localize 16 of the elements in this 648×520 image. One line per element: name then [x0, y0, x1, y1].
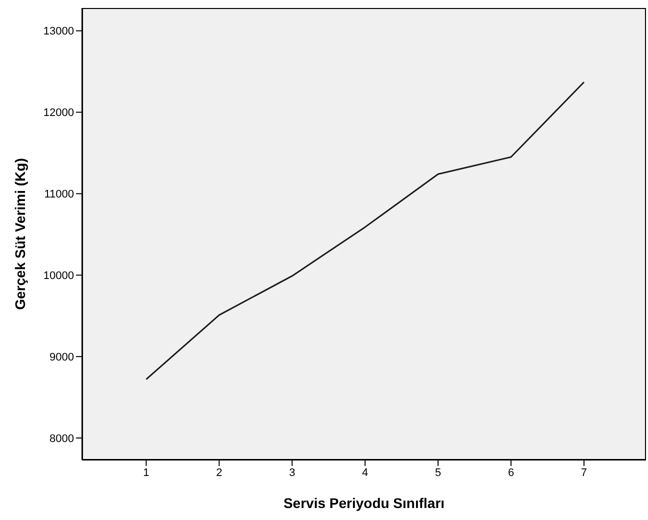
y-tick-label: 10000 [43, 270, 74, 282]
x-tick-label: 1 [143, 466, 150, 479]
x-tick-label: 5 [434, 466, 442, 479]
x-tick-label: 4 [362, 466, 368, 479]
x-tick-label: 2 [216, 466, 222, 479]
y-tick-label: 12000 [43, 107, 74, 120]
y-axis-title: Gerçek Süt Verimi (Kg) [12, 158, 28, 310]
x-tick-label: 3 [289, 466, 296, 479]
x-axis-title: Servis Periyodu Sınıfları [283, 495, 445, 511]
x-tick-label: 6 [508, 466, 514, 479]
y-tick-label: 8000 [50, 432, 74, 445]
x-tick-label: 7 [580, 466, 588, 479]
y-tick-label: 9000 [50, 351, 74, 364]
line-series [145, 81, 585, 380]
y-tick-label: 11000 [44, 188, 74, 201]
y-tick-label: 13000 [43, 26, 74, 38]
